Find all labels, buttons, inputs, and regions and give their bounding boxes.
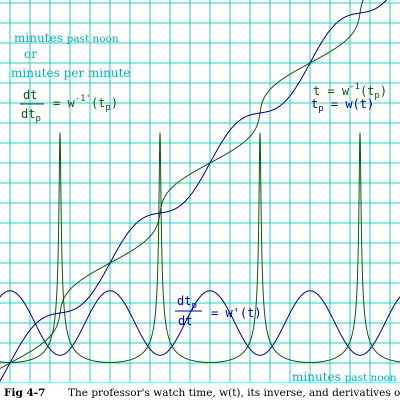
inverse-derivative-denominator: dtp (21, 107, 41, 124)
ylabel-line1: minutes past noon (14, 31, 119, 45)
label-watch-derivative: dtp dt = w'(t) (175, 294, 262, 328)
figure-caption: Fig 4-7 The professor's watch time, w(t),… (4, 387, 400, 399)
ylabel-line2: or (24, 47, 37, 61)
inverse-watch-curve (0, 0, 364, 370)
watch-derivative-denominator: dt (178, 314, 192, 328)
watch-derivative-curve (0, 290, 400, 356)
watch-derivative-rhs: = w'(t) (211, 306, 262, 320)
ylabel-line3: minutes per minute (11, 66, 131, 80)
label-watch: tp = w(t) (311, 97, 374, 114)
inverse-derivative-curve (0, 132, 400, 363)
gridlines (0, 0, 400, 384)
caption-background (0, 383, 400, 400)
label-inverse: t = w-1(tp) (313, 82, 387, 101)
inverse-derivative-numerator: dt (23, 88, 37, 102)
xlabel: minutes past noon (292, 370, 397, 384)
label-inverse-derivative: dt dtp = w-1'(tp) (20, 88, 118, 124)
watch-derivative-numerator: dtp (177, 294, 197, 311)
inverse-derivative-rhs: = w-1'(tp) (53, 94, 118, 113)
